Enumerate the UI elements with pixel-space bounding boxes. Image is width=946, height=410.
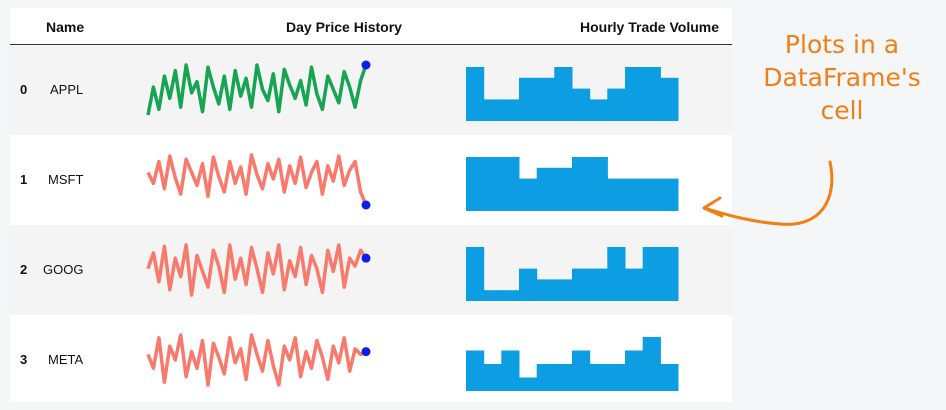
volume-bar [536,77,555,121]
volume-bar [589,268,608,301]
volume-bar [519,178,538,211]
volume-bar [660,178,679,211]
column-header-day-price-history: Day Price History [286,19,402,35]
row-index: 0 [20,82,28,97]
volume-bar [625,178,644,211]
volume-bar [572,157,591,211]
volume-bar [466,247,485,301]
volume-bar [536,364,555,391]
volume-bar [554,67,573,121]
price-sparkline [146,60,371,116]
table-row: 1 MSFT [10,135,732,225]
volume-bar [501,157,520,211]
price-line [146,243,368,297]
table-row: 3 META [10,315,732,405]
annotation-arrow-icon [702,160,834,226]
volume-bar [607,364,626,391]
table-header: Name Day Price History Hourly Trade Volu… [10,8,732,45]
volume-bar [536,167,555,211]
volume-bar [501,99,520,121]
row-index: 2 [20,262,28,277]
column-header-hourly-trade-volume: Hourly Trade Volume [580,19,719,35]
volume-bar [642,247,661,301]
volume-bar [642,337,661,391]
row-index: 1 [20,172,28,187]
volume-bar [607,88,626,121]
volume-bar [466,350,485,391]
price-endpoint-marker [361,200,371,210]
table-row: 0 APPL [10,45,732,135]
volume-bar [554,364,573,391]
volume-bar [660,247,679,301]
volume-bar [660,77,679,121]
volume-bar [554,167,573,211]
volume-bar [519,77,538,121]
volume-bar [483,364,502,391]
volume-bar [554,279,573,301]
volume-bar [607,247,626,301]
volume-bar [519,377,538,391]
volume-bar-plot [466,67,679,121]
annotation-line: Plots in a [784,30,900,59]
annotation-line: DataFrame's [763,63,921,92]
volume-bar [466,157,485,211]
volume-bar [607,178,626,211]
row-index: 3 [20,352,28,367]
row-name: MSFT [48,172,84,187]
volume-bar [501,290,520,301]
row-name: META [48,352,84,367]
volume-bar [519,268,538,301]
volume-bar-plot [466,157,679,211]
annotation-line: cell [820,96,864,125]
volume-bar [483,157,502,211]
price-line [146,63,368,116]
volume-bar [660,364,679,391]
volume-bar [501,350,520,391]
volume-bar [572,88,591,121]
volume-bar [589,99,608,121]
volume-bar-plot [466,247,679,301]
row-name: GOOG [43,262,84,277]
volume-bar-plot [466,337,679,391]
price-sparkline [146,243,371,297]
price-line [146,153,368,206]
volume-bar [536,279,555,301]
price-sparkline [146,153,371,210]
price-endpoint-marker [361,253,371,263]
price-line [146,333,367,387]
price-endpoint-marker [361,347,371,357]
volume-bar [625,268,644,301]
volume-bar [625,350,644,391]
price-sparkline [146,333,371,387]
table-row: 2 GOOG [10,225,732,315]
price-endpoint-marker [361,60,371,70]
volume-bar [572,268,591,301]
volume-bar [466,67,485,121]
volume-bar [589,157,608,211]
volume-bar [642,67,661,121]
row-name: APPL [50,82,84,97]
volume-bar [589,364,608,391]
volume-bar [642,178,661,211]
volume-bar [483,290,502,301]
dataframe-table: Name Day Price History Hourly Trade Volu… [10,8,732,402]
volume-bar [483,99,502,121]
volume-bar [572,350,591,391]
volume-bar [625,67,644,121]
annotation-text: Plots in a DataFrame's cell [744,28,940,127]
column-header-name: Name [46,19,85,35]
